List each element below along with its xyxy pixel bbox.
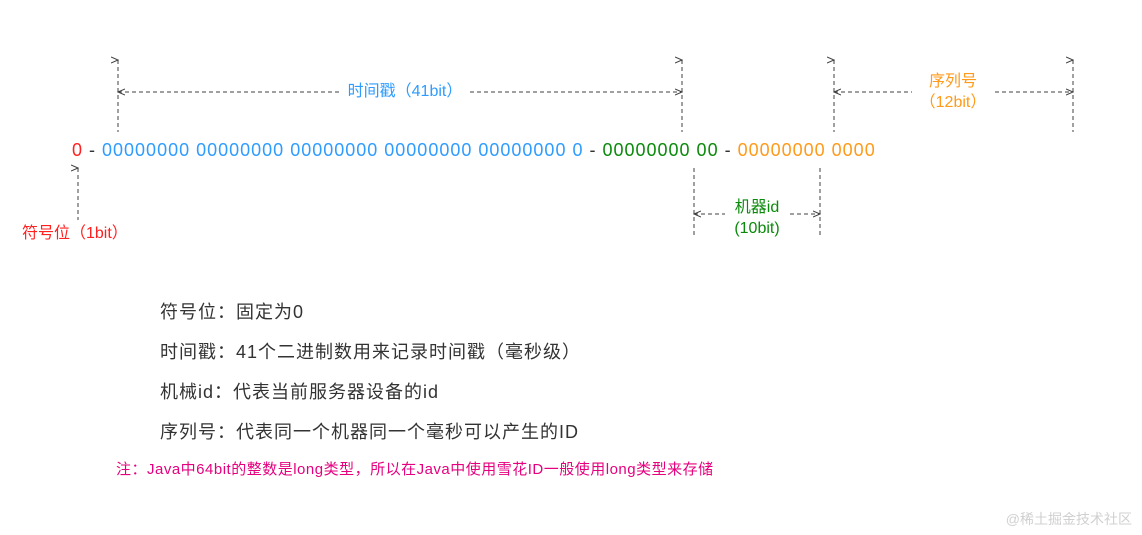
timestamp-label: 时间戳（41bit） <box>340 82 470 103</box>
sequence-label: 序列号 （12bit） <box>912 72 994 114</box>
desc-timestamp: 时间戳：41个二进制数用来记录时间戳（毫秒级） <box>160 338 581 364</box>
sign-label: 符号位（1bit） <box>22 224 128 245</box>
desc-machine: 机械id：代表当前服务器设备的id <box>160 378 439 404</box>
sequence-bits: 00000000 0000 <box>738 140 876 160</box>
note-text: 注：Java中64bit的整数是long类型，所以在Java中使用雪花ID一般使… <box>116 458 714 479</box>
diagram-canvas: 时间戳（41bit） 序列号 （12bit） 0 - 00000000 0000… <box>0 0 1142 535</box>
sign-bit: 0 <box>72 140 83 160</box>
desc-sign: 符号位：固定为0 <box>160 298 304 324</box>
machine-bits: 00000000 00 <box>602 140 718 160</box>
desc-sequence: 序列号：代表同一个机器同一个毫秒可以产生的ID <box>160 418 579 444</box>
bit-layout: 0 - 00000000 00000000 00000000 00000000 … <box>72 140 876 161</box>
machine-label: 机器id (10bit) <box>725 198 789 240</box>
timestamp-bits: 00000000 00000000 00000000 00000000 0000… <box>102 140 583 160</box>
watermark: @稀土掘金技术社区 <box>1006 509 1132 529</box>
